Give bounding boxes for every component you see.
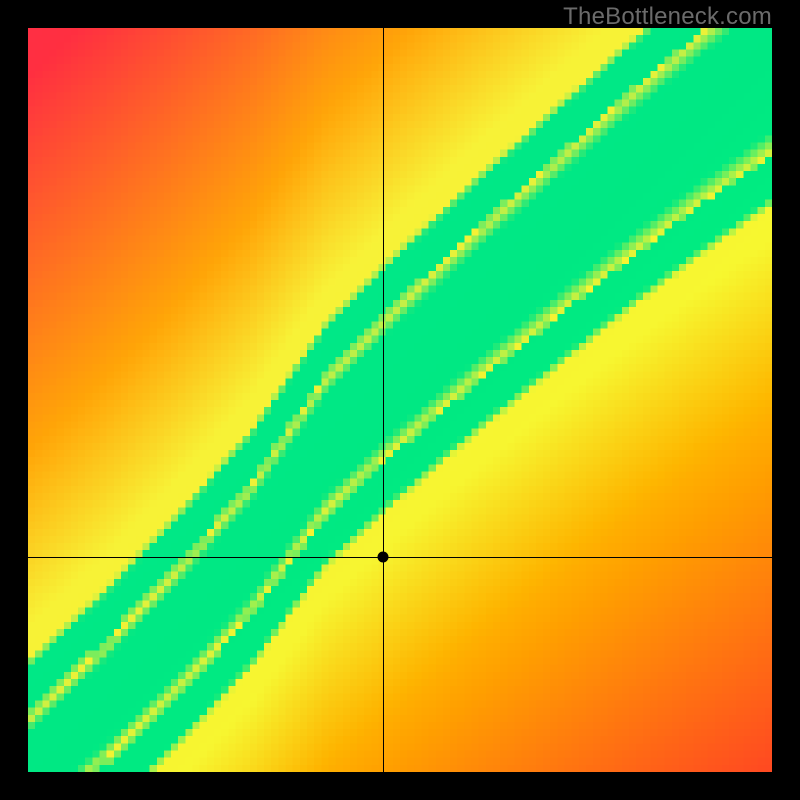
bottleneck-heatmap (28, 28, 772, 772)
chart-container: TheBottleneck.com (0, 0, 800, 800)
plot-area (28, 28, 772, 772)
watermark-label: TheBottleneck.com (563, 3, 772, 31)
